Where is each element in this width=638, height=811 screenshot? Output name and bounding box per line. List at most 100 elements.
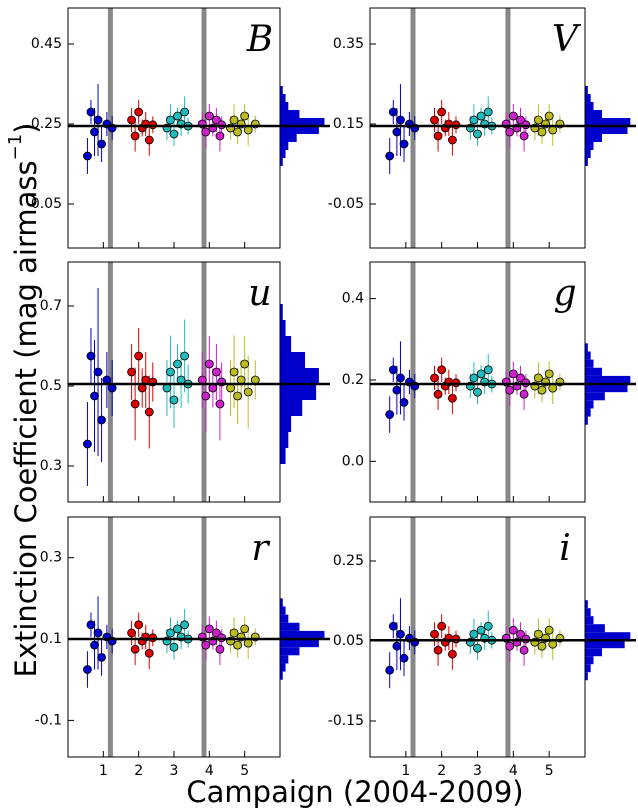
y-tick-label: 0.0	[342, 453, 364, 469]
x-tick-label: 5	[240, 763, 249, 779]
data-point	[469, 115, 479, 125]
x-axis-label: Campaign (2004-2009)	[186, 775, 523, 809]
histogram-bar	[585, 664, 591, 673]
data-point	[83, 151, 92, 161]
histogram-bar	[585, 343, 588, 352]
plot-area	[83, 8, 325, 248]
data-point	[90, 127, 99, 137]
histogram-bar	[585, 600, 588, 609]
data-point	[229, 367, 239, 377]
data-point	[537, 385, 547, 395]
data-point	[473, 129, 482, 139]
panel-label: u	[248, 273, 271, 314]
data-point	[437, 621, 447, 631]
data-point	[508, 369, 518, 379]
histogram-bar	[585, 102, 594, 110]
data-point	[448, 393, 457, 403]
y-tick-label: 0.7	[40, 298, 62, 314]
data-point	[392, 641, 402, 651]
data-point	[201, 127, 211, 137]
y-tick-label: 0.25	[31, 116, 62, 132]
data-point	[437, 365, 447, 375]
data-point	[519, 389, 529, 399]
y-label-superscript: −1	[5, 134, 26, 161]
data-point	[392, 385, 402, 395]
plot-area	[385, 517, 631, 757]
y-tick-label: 0.3	[40, 550, 62, 566]
data-point	[166, 628, 175, 638]
data-point	[173, 359, 182, 369]
histogram-bar	[280, 606, 286, 615]
data-point	[144, 407, 154, 417]
y-tick-label: -0.05	[328, 196, 364, 212]
data-point	[97, 415, 106, 425]
data-point	[519, 131, 529, 141]
data-point	[127, 115, 137, 125]
histogram-bar	[280, 663, 286, 672]
data-point	[433, 131, 443, 141]
data-point	[508, 111, 518, 121]
histogram-bar	[585, 126, 628, 134]
y-tick-label: 0.45	[31, 36, 62, 52]
data-point	[201, 391, 211, 401]
data-point	[97, 652, 106, 662]
data-point	[204, 111, 214, 121]
data-point	[448, 135, 457, 145]
data-point	[233, 391, 243, 401]
data-point	[548, 383, 558, 393]
histogram-bar	[280, 368, 319, 384]
data-point	[243, 387, 253, 397]
data-point	[430, 373, 439, 383]
histogram-bar	[280, 118, 325, 126]
histogram-bar	[280, 639, 319, 648]
data-point	[166, 367, 175, 377]
y-tick-label: 0.1	[40, 631, 62, 647]
histogram-bar	[280, 400, 303, 416]
histogram-bar	[280, 142, 289, 150]
panel-label: g	[553, 273, 576, 314]
data-point	[134, 620, 144, 630]
data-point	[544, 111, 554, 121]
data-point	[448, 649, 457, 659]
y-tick-label: 0.15	[333, 116, 364, 132]
panel-label: i	[559, 528, 571, 569]
histogram-bar	[585, 110, 602, 118]
data-point	[130, 399, 140, 409]
panel-label: V	[552, 19, 582, 60]
data-point	[173, 624, 182, 634]
data-point	[144, 648, 154, 658]
data-point	[240, 359, 250, 369]
data-point	[93, 115, 103, 125]
x-tick-label: 3	[473, 763, 482, 779]
data-point	[505, 127, 515, 137]
data-point	[215, 399, 225, 409]
data-point	[399, 653, 409, 663]
data-point	[505, 641, 515, 651]
histogram-bar	[280, 614, 289, 623]
histogram-bar	[585, 142, 594, 150]
histogram-bar	[280, 432, 289, 448]
data-point	[97, 139, 106, 149]
y-label-text: Extinction Coefficient (mag airmass	[9, 160, 43, 677]
y-tick-label: 0.3	[40, 458, 62, 474]
histogram-bar	[585, 134, 602, 142]
data-point	[169, 129, 179, 139]
histogram-bar	[585, 616, 594, 625]
histogram-bar	[585, 158, 588, 166]
panel: 0.0 0.2 0.4 g	[342, 261, 636, 503]
data-point	[180, 620, 190, 630]
data-point	[392, 127, 402, 137]
data-point	[204, 624, 214, 634]
data-point	[169, 642, 179, 652]
panel-label: r	[251, 528, 270, 569]
data-point	[508, 625, 518, 635]
y-axis-label: Extinction Coefficient (mag airmass−1)	[5, 122, 43, 677]
data-point	[385, 151, 395, 161]
x-tick-label: 4	[205, 763, 214, 779]
y-tick-label: 0.05	[333, 633, 364, 649]
data-point	[83, 439, 92, 449]
histogram-bar	[280, 110, 300, 118]
data-point	[476, 111, 486, 121]
data-point	[130, 131, 140, 141]
data-point	[537, 127, 547, 137]
